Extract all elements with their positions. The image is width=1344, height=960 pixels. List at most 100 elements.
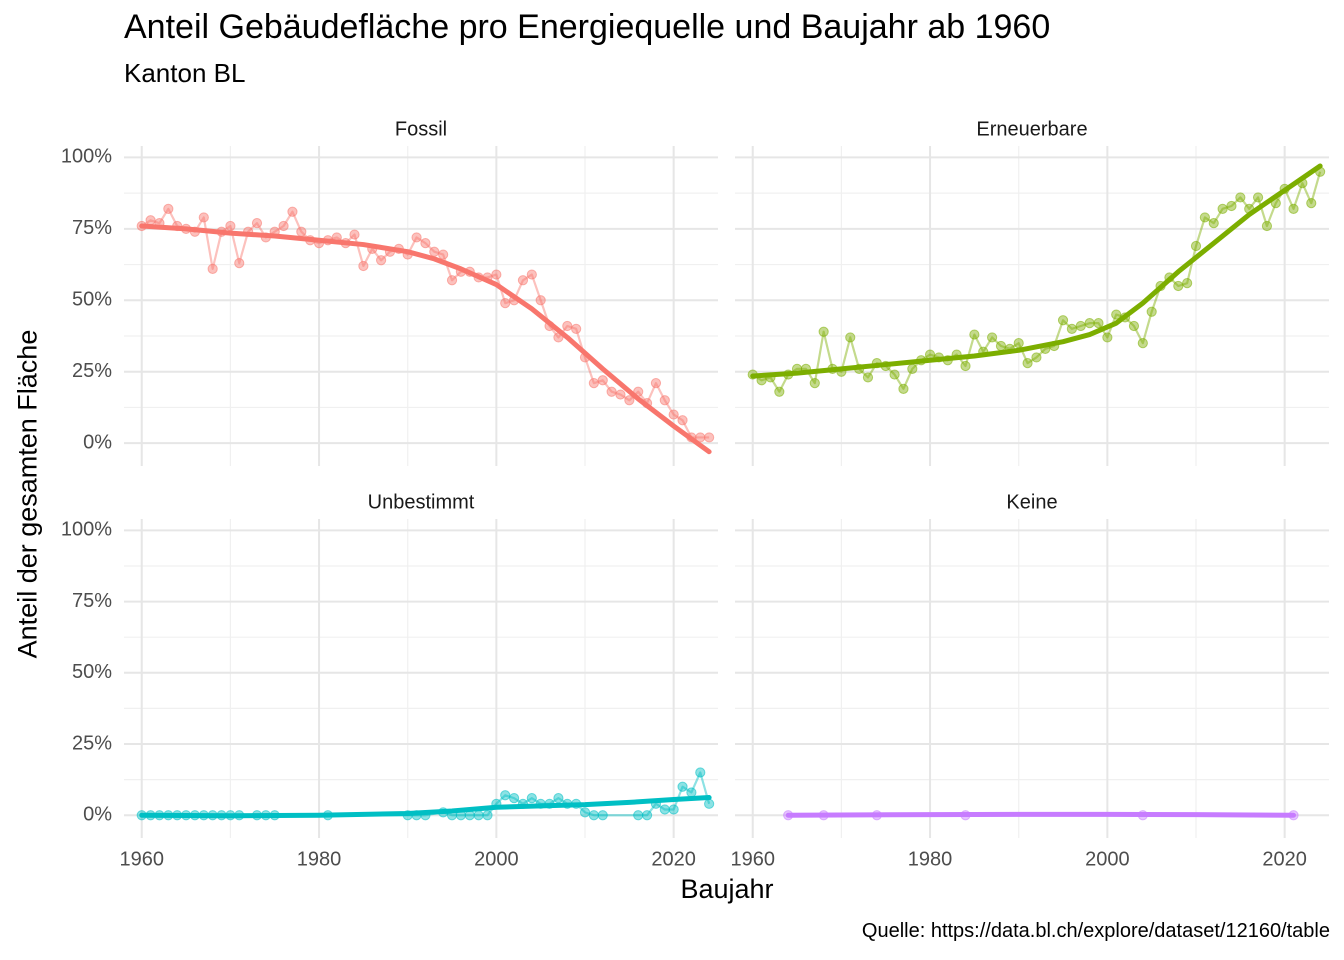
data-point	[145, 215, 156, 226]
data-point	[597, 810, 608, 821]
data-point	[969, 329, 980, 340]
data-point	[517, 275, 529, 286]
data-point	[438, 249, 449, 260]
data-point	[1208, 218, 1219, 229]
data-point	[1199, 212, 1210, 223]
trend-line	[750, 163, 1323, 379]
source-caption: Quelle: https://data.bl.ch/explore/datas…	[861, 920, 1330, 942]
data-point	[960, 360, 971, 372]
y-tick-label: 50%	[72, 289, 112, 311]
y-tick-label: 25%	[72, 360, 112, 382]
data-point	[1022, 358, 1033, 369]
data-point	[562, 320, 573, 332]
data-point	[1261, 220, 1273, 232]
data-point	[1306, 198, 1317, 209]
data-point	[553, 793, 564, 804]
facet-strip-label: Erneuerbare	[976, 118, 1087, 140]
data-point	[898, 383, 909, 394]
data-point	[473, 810, 484, 821]
x-axis-label: Baujahr	[680, 874, 774, 904]
data-point	[349, 229, 360, 240]
data-point	[420, 238, 431, 249]
data-point	[482, 810, 493, 821]
y-tick-label: 75%	[72, 217, 112, 239]
data-point	[1128, 320, 1140, 332]
y-tick-label: 0%	[83, 803, 112, 825]
panel-unbestimmt: Unbestimmt 0% 25% 50% 75% 100% 1960 1980 2000 202…	[61, 491, 718, 870]
data-point	[588, 378, 599, 389]
data-point	[606, 386, 617, 397]
data-point	[695, 767, 706, 778]
data-point	[500, 298, 511, 309]
data-point	[1013, 338, 1024, 349]
data-point	[624, 395, 635, 406]
data-point	[1217, 203, 1228, 214]
data-point	[1031, 352, 1042, 363]
data-point	[659, 395, 670, 406]
panel-keine: Keine 1960 1980 2000 2020	[730, 491, 1329, 870]
data-point	[446, 275, 458, 286]
x-tick-label: 2020	[651, 848, 696, 870]
data-point	[907, 363, 918, 374]
data-point	[597, 375, 608, 386]
data-point	[535, 295, 546, 306]
data-point	[491, 269, 502, 280]
data-point	[296, 226, 307, 237]
data-point	[251, 218, 263, 229]
series-line	[141, 207, 710, 439]
data-point	[376, 255, 387, 266]
data-point	[668, 409, 679, 420]
chart-subtitle: Kanton BL	[124, 58, 246, 88]
data-point	[1146, 306, 1157, 317]
data-point	[588, 810, 599, 821]
series-line	[141, 771, 711, 817]
data-point	[1075, 320, 1086, 332]
data-point	[287, 206, 298, 217]
trend-line	[139, 795, 712, 819]
trend-line	[139, 223, 712, 455]
data-point	[889, 369, 900, 380]
data-point	[1111, 309, 1122, 320]
data-point	[668, 804, 679, 815]
y-tick-label: 25%	[72, 732, 112, 754]
data-point	[1190, 240, 1202, 252]
data-point	[845, 332, 856, 343]
data-point	[641, 810, 653, 821]
data-point	[278, 220, 289, 232]
data-point	[198, 212, 209, 223]
data-point	[225, 220, 236, 232]
data-point	[1226, 200, 1237, 212]
panel-erneuerbare: Erneuerbare	[735, 118, 1329, 466]
x-tick-label: 1960	[730, 848, 775, 870]
y-tick-label: 0%	[83, 431, 112, 453]
y-tick-label: 100%	[61, 146, 112, 168]
data-point	[526, 793, 537, 804]
data-point	[1084, 318, 1095, 329]
data-point	[686, 787, 697, 798]
data-point	[1182, 278, 1193, 289]
data-point	[650, 378, 662, 389]
data-point	[579, 807, 591, 818]
x-tick-label: 2000	[474, 848, 519, 870]
data-point	[571, 323, 582, 334]
series-line	[752, 171, 1322, 393]
data-point	[500, 790, 511, 801]
x-tick-label: 1980	[908, 848, 953, 870]
x-tick-label: 2020	[1262, 848, 1307, 870]
data-point	[818, 326, 829, 337]
trend-line	[785, 811, 1297, 818]
data-point	[1102, 332, 1113, 343]
data-point	[862, 372, 874, 383]
data-point	[358, 260, 369, 272]
data-point	[633, 810, 644, 821]
data-point	[429, 246, 440, 257]
data-point	[1235, 192, 1246, 203]
data-point	[774, 386, 785, 397]
data-point	[704, 798, 715, 809]
data-point	[659, 804, 670, 815]
y-tick-label: 100%	[61, 519, 112, 541]
data-point	[677, 781, 688, 792]
data-point	[809, 378, 820, 389]
data-point	[163, 203, 174, 214]
